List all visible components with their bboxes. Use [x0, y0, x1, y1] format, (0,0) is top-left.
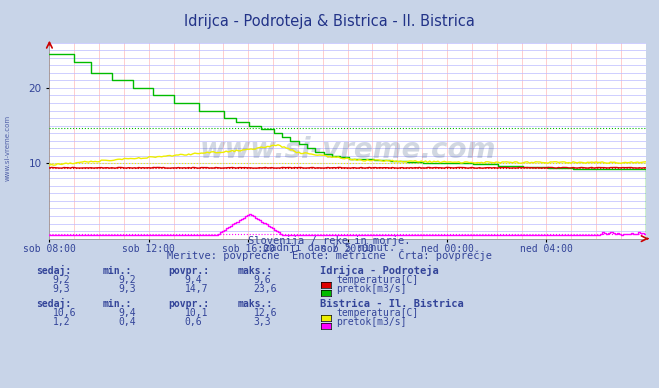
Text: www.si-vreme.com: www.si-vreme.com: [200, 137, 496, 165]
Text: 0,4: 0,4: [119, 317, 136, 327]
Text: 1,2: 1,2: [53, 317, 71, 327]
Text: 12,6: 12,6: [254, 308, 277, 318]
Text: 9,4: 9,4: [185, 275, 202, 285]
Text: 10,1: 10,1: [185, 308, 208, 318]
Text: min.:: min.:: [102, 265, 132, 275]
Text: 9,3: 9,3: [119, 284, 136, 294]
Text: pretok[m3/s]: pretok[m3/s]: [336, 317, 407, 327]
Text: Slovenija / reke in morje.: Slovenija / reke in morje.: [248, 236, 411, 246]
Text: 9,2: 9,2: [53, 275, 71, 285]
Text: www.si-vreme.com: www.si-vreme.com: [5, 114, 11, 180]
Text: 9,6: 9,6: [254, 275, 272, 285]
Text: 9,4: 9,4: [119, 308, 136, 318]
Text: Idrijca - Podroteja & Bistrica - Il. Bistrica: Idrijca - Podroteja & Bistrica - Il. Bis…: [184, 14, 475, 29]
Text: 3,3: 3,3: [254, 317, 272, 327]
Text: 23,6: 23,6: [254, 284, 277, 294]
Text: sedaj:: sedaj:: [36, 298, 71, 308]
Text: min.:: min.:: [102, 298, 132, 308]
Text: 9,3: 9,3: [53, 284, 71, 294]
Text: Idrijca - Podroteja: Idrijca - Podroteja: [320, 265, 438, 275]
Text: pretok[m3/s]: pretok[m3/s]: [336, 284, 407, 294]
Text: 0,6: 0,6: [185, 317, 202, 327]
Text: maks.:: maks.:: [237, 298, 272, 308]
Text: povpr.:: povpr.:: [168, 265, 209, 275]
Text: sedaj:: sedaj:: [36, 265, 71, 275]
Text: temperatura[C]: temperatura[C]: [336, 275, 418, 285]
Text: maks.:: maks.:: [237, 265, 272, 275]
Text: 14,7: 14,7: [185, 284, 208, 294]
Text: 9,2: 9,2: [119, 275, 136, 285]
Text: 10,6: 10,6: [53, 308, 76, 318]
Text: Bistrica - Il. Bistrica: Bistrica - Il. Bistrica: [320, 298, 463, 308]
Text: povpr.:: povpr.:: [168, 298, 209, 308]
Text: Meritve: povprečne  Enote: metrične  Črta: povprečje: Meritve: povprečne Enote: metrične Črta:…: [167, 249, 492, 261]
Text: temperatura[C]: temperatura[C]: [336, 308, 418, 318]
Text: zadnji dan / 5 minut.: zadnji dan / 5 minut.: [264, 243, 395, 253]
